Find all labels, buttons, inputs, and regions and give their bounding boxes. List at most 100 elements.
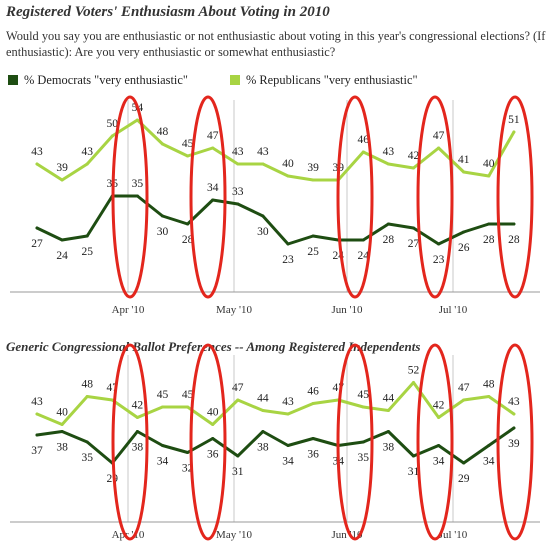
data-point-2-dem-11 [286,444,290,447]
chart-title: Registered Voters' Enthusiasm About Voti… [6,4,330,20]
data-label-2-dem-20: 39 [508,438,520,450]
data-label-1-rep-3: 43 [81,146,93,158]
data-point-2-rep-3 [85,395,89,398]
data-point-2-dem-14 [361,440,365,444]
data-point-1-rep-14 [361,150,365,154]
data-point-1-rep-8 [211,146,215,150]
data-point-1-dem-10 [261,214,265,218]
data-label-1-dem-3: 25 [81,246,93,258]
data-point-2-rep-8 [211,423,215,426]
x-tick-label-1-2: May '10 [216,304,252,316]
data-point-1-rep-9 [236,162,240,166]
data-label-1-rep-6: 48 [157,126,169,138]
survey-question: Would you say you are enthusiastic or no… [6,29,546,59]
data-point-1-rep-3 [85,162,89,166]
data-label-2-rep-3: 48 [81,379,93,391]
data-label-2-dem-17: 34 [433,456,445,468]
highlight-oval-2-2 [189,343,227,541]
data-label-2-rep-9: 47 [232,382,244,394]
data-label-1-dem-16: 27 [408,238,420,250]
data-point-2-rep-12 [311,402,315,405]
data-point-1-dem-9 [236,202,240,206]
data-label-1-rep-1: 43 [31,146,43,158]
data-point-2-rep-9 [236,398,240,402]
data-point-1-rep-17 [437,146,441,150]
data-point-2-dem-10 [261,430,265,433]
data-point-2-dem-9 [236,454,240,458]
data-label-1-rep-18: 41 [458,154,470,166]
data-label-2-rep-7: 45 [182,389,194,401]
data-point-1-dem-12 [311,234,315,238]
data-label-2-rep-16: 52 [408,365,420,377]
series-line-1-democrats [35,194,516,246]
highlight-oval-1-3 [336,95,374,299]
data-point-1-dem-11 [286,242,290,246]
highlight-oval-1-5 [496,95,534,299]
data-point-2-dem-17 [437,444,441,447]
legend-label-republicans: % Republicans "very enthusiastic" [246,73,418,87]
data-label-1-rep-15: 43 [383,146,395,158]
data-point-2-dem-19 [487,444,491,447]
data-point-2-rep-16 [412,381,415,384]
data-label-1-dem-19: 28 [483,234,495,246]
data-label-1-dem-2: 24 [56,250,68,262]
data-label-2-dem-12: 36 [307,449,319,461]
highlight-oval-1-1 [111,95,149,299]
legend-label-democrats: % Democrats "very enthusiastic" [24,73,188,87]
x-tick-label-1-1: Apr '10 [112,304,145,316]
data-point-2-dem-20 [512,426,516,430]
data-point-1-dem-3 [85,234,89,238]
data-point-2-dem-16 [412,454,415,458]
highlight-oval-2-4 [416,343,454,541]
data-point-2-dem-2 [60,430,64,433]
data-point-2-rep-20 [512,412,516,416]
highlight-oval-2-3 [336,343,374,541]
data-label-1-dem-20: 28 [508,234,520,246]
data-point-1-dem-8 [211,198,215,202]
data-label-2-rep-20: 43 [508,396,520,408]
data-point-2-rep-10 [261,409,265,412]
data-label-2-dem-7: 32 [182,463,194,475]
data-label-2-rep-2: 40 [56,407,68,419]
data-point-1-dem-2 [60,238,64,242]
data-point-1-rep-20 [512,130,516,134]
data-label-1-dem-17: 23 [433,254,445,266]
data-label-2-dem-11: 34 [282,456,294,468]
data-point-1-rep-11 [286,174,290,178]
series-line-2-republicans [35,381,516,426]
data-label-2-dem-4: 29 [107,473,119,485]
data-point-2-rep-18 [462,398,466,402]
data-label-1-rep-9: 43 [232,146,244,158]
data-label-1-dem-18: 26 [458,242,470,254]
data-label-2-rep-14: 45 [358,389,370,401]
data-label-1-dem-6: 30 [157,226,169,238]
data-label-2-rep-5: 42 [132,400,144,412]
data-point-2-dem-15 [386,430,390,433]
data-label-1-dem-15: 28 [383,234,395,246]
data-point-2-rep-5 [135,416,139,419]
data-point-2-rep-4 [110,398,114,402]
data-point-2-rep-1 [35,412,39,416]
data-label-1-dem-12: 25 [307,246,319,258]
x-tick-label-2-2: May '10 [216,529,252,541]
data-label-2-rep-6: 45 [157,389,169,401]
data-point-1-rep-4 [110,134,114,138]
data-point-1-rep-1 [35,162,39,166]
x-tick-label-1-4: Jul '10 [439,304,468,316]
data-point-1-rep-5 [135,118,139,122]
data-point-2-dem-1 [35,433,39,437]
legend-swatch-democrats [8,75,18,85]
data-point-1-dem-5 [135,194,139,198]
data-label-2-rep-13: 47 [332,382,344,394]
data-point-1-rep-15 [386,162,390,166]
data-point-1-rep-6 [161,142,164,146]
data-point-2-dem-18 [462,461,466,465]
data-label-1-rep-2: 39 [56,162,68,174]
data-label-1-rep-10: 43 [257,146,269,158]
series-line-2-democrats [35,426,516,465]
legend-swatch-republicans [230,75,240,85]
data-label-2-dem-16: 31 [408,466,420,478]
data-label-2-dem-2: 38 [56,442,68,454]
data-label-1-rep-8: 47 [207,130,219,142]
